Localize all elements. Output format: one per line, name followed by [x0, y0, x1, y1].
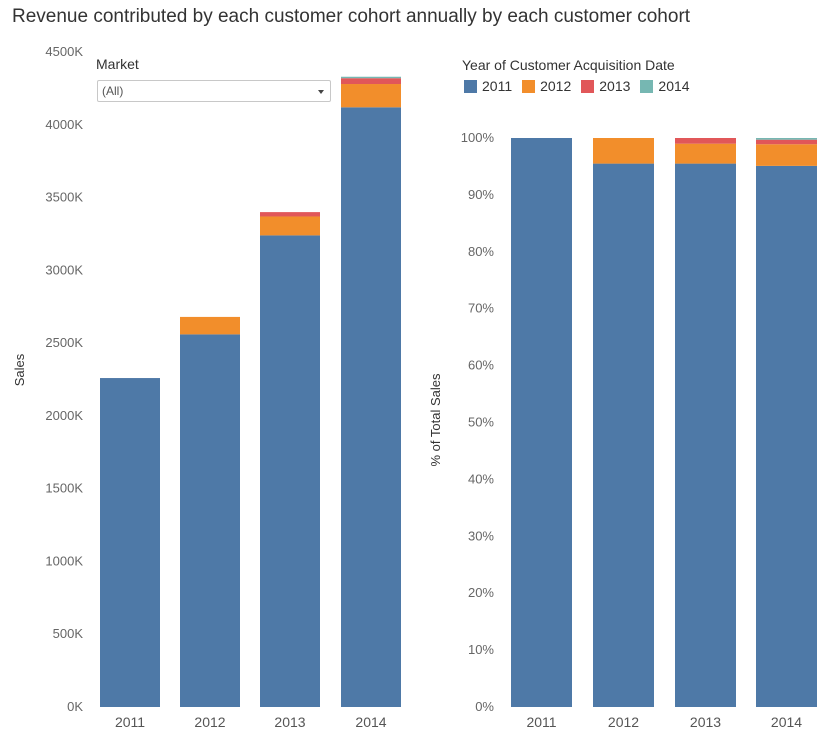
market-filter-dropdown[interactable]: (All)	[97, 80, 331, 102]
pct-bar-2011-cohort-2011	[511, 138, 572, 707]
pct-y-tick-label: 60%	[468, 358, 494, 373]
pct-x-tick-label: 2012	[608, 714, 639, 730]
pct-y-tick-label: 0%	[475, 699, 494, 714]
pct-y-tick-label: 30%	[468, 528, 494, 543]
legend-item-2013[interactable]: 2013	[581, 78, 630, 94]
chevron-down-icon[interactable]	[318, 90, 324, 94]
sales-y-tick-label: 1500K	[45, 481, 83, 496]
legend-title: Year of Customer Acquisition Date	[462, 57, 675, 73]
pct-bar-2013-cohort-2013	[675, 138, 736, 144]
sales-bar-2012-cohort-2011	[180, 334, 240, 707]
sales-bar-2014-cohort-2011	[341, 107, 401, 708]
sales-bar-2014-cohort-2013	[341, 78, 401, 85]
legend-label: 2013	[599, 78, 631, 94]
sales-bar-2013-cohort-2012	[260, 216, 320, 236]
pct-x-tick-label: 2014	[771, 714, 802, 730]
market-filter-label: Market	[96, 56, 139, 72]
pct-x-tick-label: 2013	[690, 714, 721, 730]
sales-y-tick-label: 3000K	[45, 262, 83, 277]
pct-x-tick-label: 2011	[526, 714, 556, 730]
sales-bar-2012-cohort-2012	[180, 316, 240, 335]
sales-x-tick-label: 2012	[194, 714, 225, 730]
pct-y-tick-label: 20%	[468, 585, 494, 600]
pct-bar-2012-cohort-2011	[593, 163, 654, 708]
sales-y-axis-label: Sales	[12, 353, 27, 386]
pct-y-tick-label: 80%	[468, 244, 494, 259]
legend-item-2012[interactable]: 2012	[522, 78, 571, 94]
sales-y-tick-label: 2000K	[45, 408, 83, 423]
pct-y-tick-label: 50%	[468, 415, 494, 430]
legend-swatch	[640, 79, 654, 93]
sales-x-tick-label: 2013	[274, 714, 305, 730]
legend-swatch	[522, 79, 536, 93]
sales-bar-2014-cohort-2012	[341, 84, 401, 108]
sales-y-tick-label: 0K	[67, 699, 83, 714]
legend-item-2014[interactable]: 2014	[640, 78, 690, 94]
sales-bar-2013-cohort-2011	[260, 235, 320, 707]
pct-y-tick-label: 100%	[461, 130, 495, 145]
pct-bar-2013-cohort-2012	[675, 143, 736, 164]
pct-y-tick-label: 10%	[468, 642, 494, 657]
sales-y-tick-label: 500K	[53, 626, 84, 641]
legend-label: 2012	[540, 78, 572, 94]
pct-bar-2014-cohort-2014	[756, 138, 817, 140]
sales-bar-2013-cohort-2013	[260, 212, 320, 217]
pct-bar-2014-cohort-2013	[756, 139, 817, 145]
legend-label: 2011	[482, 78, 513, 94]
sales-x-tick-label: 2014	[355, 714, 386, 730]
chart-title: Revenue contributed by each customer coh…	[12, 6, 691, 27]
legend-item-2011[interactable]: 2011	[464, 78, 512, 94]
pct-y-tick-label: 90%	[468, 187, 494, 202]
sales-bar-2011-cohort-2011	[100, 378, 160, 707]
legend-swatch	[464, 79, 477, 93]
pct-bar-2014-cohort-2011	[756, 165, 817, 708]
pct-y-tick-label: 70%	[468, 301, 494, 316]
sales-bar-2014-cohort-2014	[341, 76, 401, 79]
legend-swatch	[581, 79, 595, 93]
legend-label: 2014	[658, 78, 690, 94]
pct-bar-2013-cohort-2011	[675, 163, 736, 708]
sales-y-tick-label: 1000K	[45, 553, 83, 568]
pct-bar-2012-cohort-2012	[593, 138, 654, 164]
pct-y-axis-label: % of Total Sales	[428, 373, 443, 466]
sales-x-tick-label: 2011	[115, 714, 145, 730]
sales-y-tick-label: 4000K	[45, 117, 83, 132]
sales-y-tick-label: 2500K	[45, 335, 83, 350]
pct-y-tick-label: 40%	[468, 471, 494, 486]
sales-y-tick-label: 3500K	[45, 190, 83, 205]
pct-bar-2014-cohort-2012	[756, 144, 817, 166]
legend: 2011 2012 2013 2014	[464, 78, 690, 94]
market-filter-value: (All)	[102, 84, 124, 98]
sales-y-tick-label: 4500K	[45, 44, 83, 59]
